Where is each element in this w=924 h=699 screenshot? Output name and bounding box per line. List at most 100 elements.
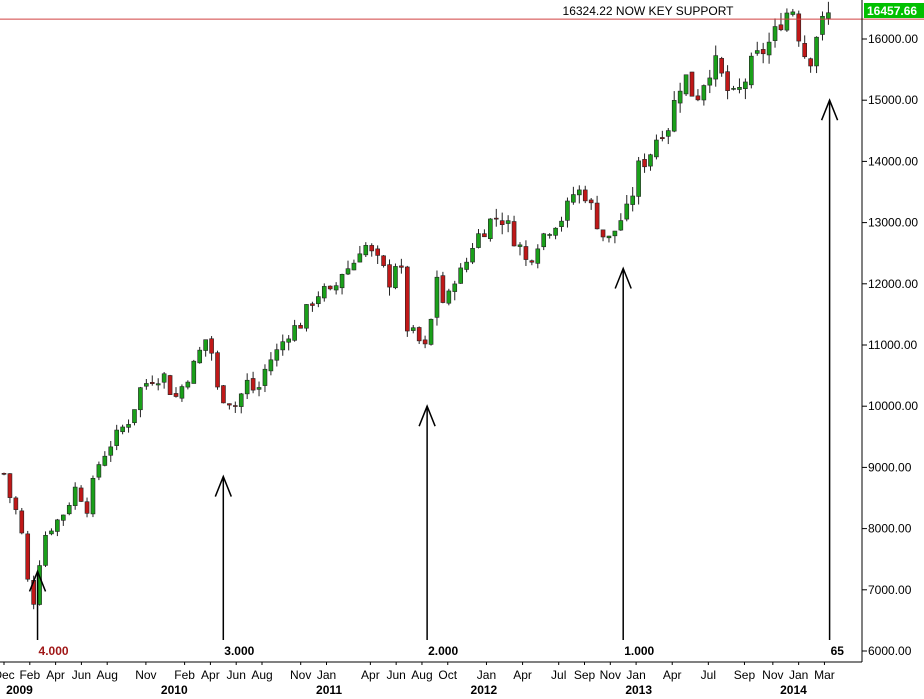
candle	[55, 518, 60, 537]
candle	[440, 271, 446, 304]
x-tick-label: Apr	[361, 668, 380, 682]
candle	[393, 263, 398, 290]
candle	[642, 153, 647, 173]
candle	[772, 18, 778, 48]
x-year-label: 2013	[625, 683, 652, 697]
candle	[493, 208, 499, 227]
candle	[78, 485, 84, 503]
cycle-arrow-head	[614, 266, 632, 289]
candle-body	[660, 137, 665, 140]
x-tick-label: Apr	[513, 668, 532, 682]
candle-body	[606, 235, 612, 239]
candle-body	[108, 446, 114, 456]
candles-group	[1, 1, 831, 610]
candle-body	[149, 382, 155, 384]
candle	[737, 78, 742, 94]
candle-body	[559, 220, 564, 227]
candle-body	[814, 36, 819, 67]
candle	[547, 233, 552, 239]
candle	[7, 473, 13, 504]
candle	[760, 42, 766, 64]
candle	[298, 322, 303, 329]
candle	[790, 8, 796, 17]
x-tick-label: Oct	[438, 668, 457, 682]
candle	[778, 12, 784, 32]
y-tick-label: 12000.00	[868, 277, 918, 291]
candle	[90, 475, 96, 518]
candle-body	[553, 227, 558, 236]
candle	[434, 270, 440, 326]
candle-body	[49, 530, 54, 535]
candle	[72, 482, 78, 510]
candle	[149, 375, 155, 386]
candle-body	[565, 200, 570, 221]
candle	[191, 359, 197, 384]
cycle-label: 2.000	[428, 644, 458, 658]
candle	[606, 235, 612, 243]
candle-body	[452, 283, 458, 292]
candle-body	[618, 220, 624, 231]
candle	[784, 8, 790, 32]
candle-body	[772, 26, 778, 41]
candle	[185, 380, 191, 390]
candle	[683, 74, 689, 96]
cycle-arrow: 4.000	[28, 569, 69, 658]
cycle-arrow: 2.000	[418, 404, 458, 658]
candle-body	[440, 275, 446, 303]
y-axis: 6000.00 7000.00 8000.00 9000.00 10000.00 1100…	[862, 32, 918, 658]
candle	[381, 255, 386, 268]
x-tick-label: Apr	[663, 668, 682, 682]
candle	[19, 507, 25, 535]
candle-body	[167, 375, 173, 395]
candle	[618, 213, 624, 231]
candle-body	[393, 266, 398, 289]
candle-body	[737, 86, 742, 90]
candle-body	[369, 245, 375, 252]
candle-body	[209, 338, 214, 354]
candle-body	[422, 339, 428, 345]
candle	[749, 52, 754, 89]
candle	[636, 156, 641, 205]
candle-body	[327, 285, 333, 290]
cycle-arrow-head	[820, 98, 839, 121]
candle	[227, 403, 232, 410]
candle-body	[677, 90, 683, 104]
candle	[209, 336, 214, 361]
candle-body	[588, 199, 594, 204]
candle	[814, 36, 819, 74]
candle	[588, 197, 594, 210]
x-year-label: 2009	[6, 683, 33, 697]
candle-body	[363, 245, 369, 256]
candle	[268, 352, 274, 376]
candle-body	[120, 426, 125, 433]
x-tick-label: Dec	[0, 668, 15, 682]
candle	[126, 419, 131, 433]
candle-body	[13, 497, 19, 510]
candle-body	[238, 393, 244, 407]
candle	[624, 194, 630, 222]
cycle-arrow-head	[418, 404, 436, 427]
candle-body	[173, 393, 179, 397]
candle	[221, 384, 226, 404]
candle-body	[784, 12, 790, 31]
candle	[369, 243, 375, 257]
last-price-label: 16457.66	[867, 4, 917, 18]
candle-body	[321, 286, 327, 299]
candle	[316, 291, 321, 308]
candle-body	[132, 409, 137, 424]
candle-body	[707, 77, 713, 86]
candle	[559, 216, 564, 232]
last-price-badge	[864, 2, 924, 18]
candle	[167, 374, 173, 395]
candle-body	[375, 248, 380, 256]
candle	[488, 218, 493, 242]
candle-body	[517, 244, 523, 247]
candle	[25, 530, 31, 582]
candle	[571, 186, 576, 205]
candle	[84, 497, 90, 518]
candle	[66, 502, 72, 516]
candle-body	[84, 501, 90, 514]
candle	[660, 130, 665, 142]
x-tick-label: Nov	[290, 668, 311, 682]
candle-body	[636, 160, 641, 197]
